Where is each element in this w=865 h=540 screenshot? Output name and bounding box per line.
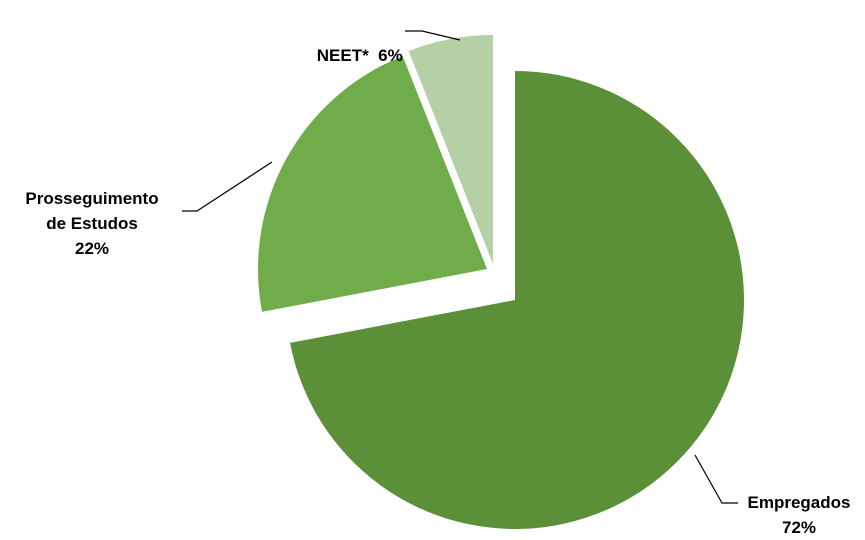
leader-line-empregados <box>694 454 738 504</box>
leader-lines <box>182 30 738 504</box>
pie-slice-prosseguimento-de-estudos <box>258 56 487 312</box>
slice-label-estudos: Prosseguimento de Estudos 22% <box>2 186 182 261</box>
pie-slice-empregados <box>290 71 745 529</box>
slice-label-estudos-line2: de Estudos <box>46 214 138 233</box>
leader-line-estudos <box>182 161 273 212</box>
pie-slices <box>258 35 745 529</box>
slice-label-neet-text: NEET* 6% <box>316 46 403 65</box>
slice-label-estudos-value: 22% <box>74 239 110 258</box>
slice-label-empregados-name: Empregados <box>747 493 851 512</box>
leader-line-neet <box>405 30 461 41</box>
slice-label-neet: NEET* 6% <box>300 18 410 68</box>
slice-label-estudos-line1: Prosseguimento <box>25 189 159 208</box>
pie-slice-neet <box>408 35 493 264</box>
slice-label-empregados: Empregados 72% <box>735 490 863 540</box>
slice-label-empregados-value: 72% <box>781 518 817 537</box>
